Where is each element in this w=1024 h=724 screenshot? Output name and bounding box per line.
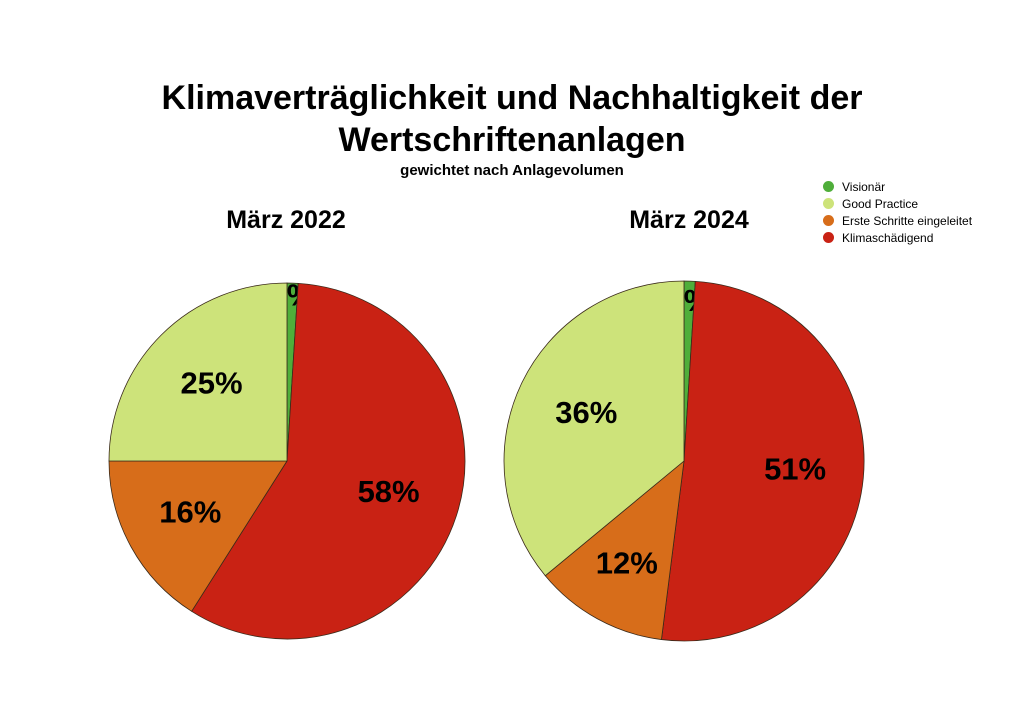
pie-slice-label: 36% — [555, 395, 617, 430]
pie-slice-erste-schritte-eingeleitet — [544, 460, 685, 641]
pie-slice-good-practice — [503, 280, 685, 577]
legend-dot-icon — [823, 232, 834, 243]
chart-title-line2: Wertschriftenanlagen — [338, 121, 686, 159]
pie-2024: 1%51%12%36% — [503, 280, 865, 642]
legend-item-good-practice: Good Practice — [823, 195, 972, 212]
pie-slice-label: 51% — [764, 452, 826, 487]
pie-slice-klimasch-digend — [660, 280, 865, 642]
legend-label: Klimaschädigend — [842, 230, 934, 245]
legend-item-visionaer: Visionär — [823, 178, 972, 195]
pie-title-2022: März 2022 — [226, 206, 346, 234]
pie-slice-erste-schritte-eingeleitet — [108, 460, 288, 612]
pie-slice-good-practice — [108, 282, 288, 462]
pie-slice-label: 25% — [180, 366, 242, 401]
chart-subtitle: gewichtet nach Anlagevolumen — [400, 162, 624, 179]
legend-dot-icon — [823, 215, 834, 226]
legend-item-erste-schritte: Erste Schritte eingeleitet — [823, 212, 972, 229]
pie-slice-klimasch-digend — [191, 282, 466, 640]
legend-dot-icon — [823, 181, 834, 192]
legend-dot-icon — [823, 198, 834, 209]
pie-slice-label: 12% — [596, 545, 658, 580]
pie-2022: 1%58%16%25% — [108, 277, 466, 640]
legend-item-klimaschaedigend: Klimaschädigend — [823, 229, 972, 246]
pie-slice-label: 58% — [358, 474, 420, 509]
legend-label: Erste Schritte eingeleitet — [842, 213, 973, 228]
legend-label: Visionär — [842, 179, 886, 194]
chart-title-line1: Klimaverträglichkeit und Nachhaltigkeit … — [161, 79, 863, 117]
legend-label: Good Practice — [842, 196, 919, 211]
legend: Visionär Good Practice Erste Schritte ei… — [823, 178, 972, 246]
pie-slice-label: 16% — [159, 494, 221, 529]
pie-title-2024: März 2024 — [629, 206, 749, 234]
